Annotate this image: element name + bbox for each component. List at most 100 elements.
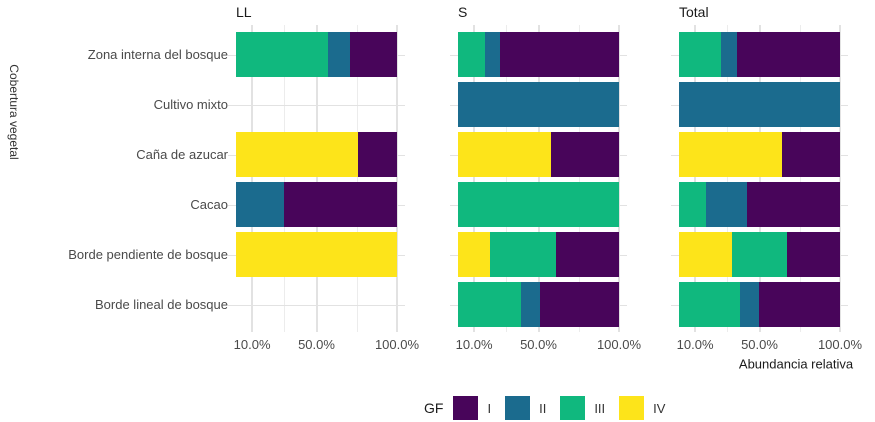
legend-swatch-II [505, 396, 531, 420]
major-gridline [618, 25, 620, 332]
row-gridline [228, 304, 405, 306]
bar-segment-gf-IV [679, 232, 733, 277]
x-tick-label: 50.0% [298, 337, 335, 352]
bar-segment-gf-I [759, 282, 840, 327]
bar-segment-gf-I [556, 232, 619, 277]
x-tick-label: 10.0% [455, 337, 493, 352]
x-tick-label: 10.0% [233, 337, 271, 352]
bar-segment-gf-I [736, 32, 840, 77]
bar-segment-gf-III [490, 232, 557, 277]
stacked-bar [458, 282, 619, 327]
x-tick-label: 50.0% [520, 337, 557, 352]
bar-segment-gf-II [740, 282, 760, 327]
stacked-bar [679, 32, 840, 77]
major-gridline [839, 25, 841, 332]
bar-segment-gf-IV [458, 232, 491, 277]
bar-segment-gf-II [720, 32, 737, 77]
y-axis-title: Cobertura vegetal [7, 64, 21, 160]
legend-label: II [539, 400, 547, 416]
bar-segment-gf-I [551, 132, 619, 177]
stacked-bar [236, 182, 397, 227]
bar-segment-gf-III [458, 182, 619, 227]
bar-segment-gf-I [358, 132, 397, 177]
minor-gridline [356, 25, 358, 332]
stacked-bar [679, 132, 840, 177]
bar-segment-gf-II [706, 182, 747, 227]
major-gridline [315, 25, 318, 332]
legend: GF I II III IV [424, 394, 679, 422]
major-gridline [758, 25, 761, 332]
bar-segment-gf-IV [236, 232, 397, 277]
minor-gridline [799, 25, 801, 332]
x-tick-label: 100.0% [817, 337, 863, 352]
x-axis-title: Abundancia relativa [738, 356, 854, 372]
bar-segment-gf-II [327, 32, 351, 77]
facet-title: S [458, 4, 468, 20]
stacked-bar [679, 182, 840, 227]
x-tick-label: 10.0% [676, 337, 714, 352]
legend-swatch-I [453, 396, 479, 420]
row-gridline [228, 104, 405, 106]
bar-segment-gf-III [458, 282, 521, 327]
bar-segment-gf-I [540, 282, 619, 327]
facet-title: LL [236, 4, 252, 20]
major-gridline [537, 25, 540, 332]
stacked-bar [458, 132, 619, 177]
bar-segment-gf-I [782, 132, 840, 177]
stacked-bar [236, 232, 397, 277]
bar-segment-gf-III [679, 32, 721, 77]
major-gridline [473, 25, 476, 332]
legend-swatch-III [560, 396, 586, 420]
minor-gridline [506, 25, 508, 332]
category-label: Borde lineal de bosque [95, 296, 228, 312]
legend-label: IV [653, 400, 666, 416]
bar-segment-gf-I [499, 32, 619, 77]
bar-segment-gf-III [679, 282, 741, 327]
stacked-bar [458, 232, 619, 277]
minor-gridline [284, 25, 286, 332]
category-label: Caña de azucar [136, 146, 228, 162]
facet-panel-LL: LL 10.0% 50.0% 100.0% [228, 4, 419, 352]
category-label: Zona interna del bosque [87, 46, 228, 62]
bar-segment-gf-II [485, 32, 500, 77]
major-gridline [396, 25, 398, 332]
bar-segment-gf-III [458, 32, 486, 77]
category-label: Cultivo mixto [153, 96, 228, 112]
bar-segment-gf-II [679, 82, 840, 127]
bar-segment-gf-I [746, 182, 840, 227]
stacked-bar [679, 282, 840, 327]
legend-title: GF [424, 400, 444, 416]
bar-segment-gf-I [284, 182, 397, 227]
minor-gridline [727, 25, 729, 332]
category-label: Cacao [190, 196, 228, 212]
bar-segment-gf-II [458, 82, 619, 127]
legend-items: I II III IV [453, 396, 679, 420]
stacked-bar [236, 32, 397, 77]
stacked-bar [679, 232, 840, 277]
major-gridline [694, 25, 697, 332]
stacked-bar [458, 32, 619, 77]
bar-segment-gf-III [679, 182, 707, 227]
stacked-bar [458, 82, 619, 127]
x-tick-label: 100.0% [596, 337, 642, 352]
x-tick-label: 100.0% [374, 337, 420, 352]
bar-segment-gf-IV [458, 132, 552, 177]
legend-label: I [487, 400, 492, 416]
legend-swatch-IV [619, 396, 645, 420]
stacked-bar [679, 82, 840, 127]
stacked-bar [458, 182, 619, 227]
bar-segment-gf-II [236, 182, 285, 227]
major-gridline [251, 25, 254, 332]
facet-panel-S: S 10.0% 50.0% 100.0% [450, 4, 641, 352]
bar-segment-gf-IV [236, 132, 359, 177]
minor-gridline [578, 25, 580, 332]
category-label: Borde pendiente de bosque [68, 246, 228, 262]
facet-title: Total [679, 4, 709, 20]
stacked-bar [236, 132, 397, 177]
bar-segment-gf-II [520, 282, 541, 327]
bar-segment-gf-I [350, 32, 397, 77]
x-tick-label: 50.0% [741, 337, 778, 352]
bar-segment-gf-III [732, 232, 787, 277]
bar-segment-gf-III [236, 32, 328, 77]
